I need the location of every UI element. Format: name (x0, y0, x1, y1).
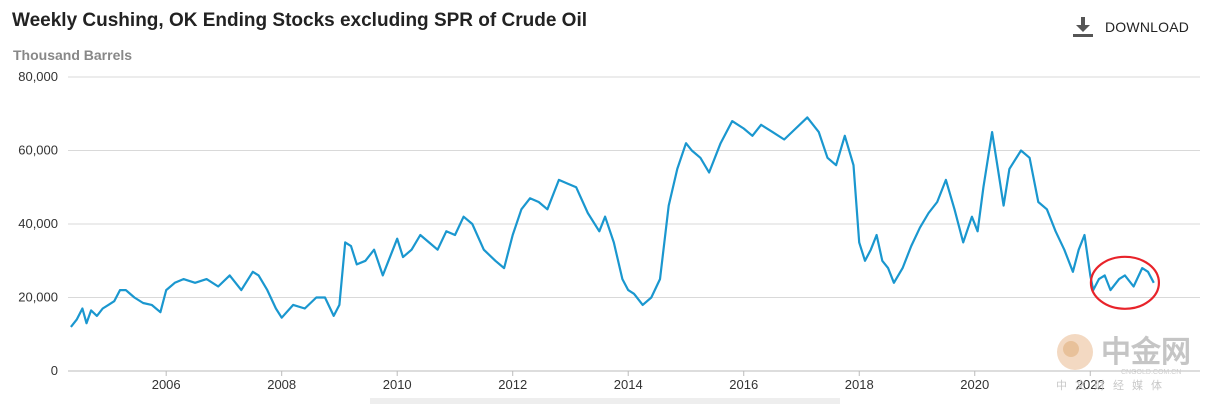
x-tick-label: 2014 (614, 377, 643, 392)
page-title: Weekly Cushing, OK Ending Stocks excludi… (12, 10, 588, 31)
axis-unit-label: Thousand Barrels (13, 47, 133, 63)
gridlines (68, 76, 1200, 372)
annotation-circle (1089, 255, 1161, 310)
y-tick-label: 20,000 (18, 290, 58, 305)
y-tick-label: 0 (51, 363, 58, 378)
x-tick-label: 2010 (383, 377, 412, 392)
x-tick-label: 2016 (729, 377, 758, 392)
x-tick-label: 2020 (960, 377, 989, 392)
series-line (70, 116, 1155, 328)
download-icon (1073, 17, 1093, 37)
watermark-url: CNGOLD.COM.CN (1121, 369, 1181, 376)
x-axis-ticks: 2006 2008 2010 2012 2014 2016 2018 2020 2022 (152, 371, 1105, 392)
x-tick-label: 2012 (498, 377, 527, 392)
watermark-tagline: 中文财经媒体 (1056, 378, 1170, 392)
watermark: 中金网 CNGOLD.COM.CN 中文财经媒体 (1056, 334, 1191, 392)
y-tick-label: 60,000 (18, 143, 58, 158)
watermark-name: 中金网 (1101, 335, 1191, 369)
y-tick-label: 40,000 (18, 216, 58, 231)
download-button[interactable]: DOWNLOAD (1072, 16, 1189, 38)
download-label: DOWNLOAD (1105, 19, 1190, 35)
y-tick-label: 80,000 (18, 69, 58, 84)
range-scrollbar[interactable] (370, 398, 840, 404)
x-tick-label: 2006 (152, 377, 181, 392)
y-axis-ticks: 0 20,000 40,000 60,000 80,000 (18, 69, 58, 378)
x-tick-label: 2022 (1076, 377, 1105, 392)
x-tick-label: 2018 (845, 377, 874, 392)
x-tick-label: 2008 (267, 377, 296, 392)
